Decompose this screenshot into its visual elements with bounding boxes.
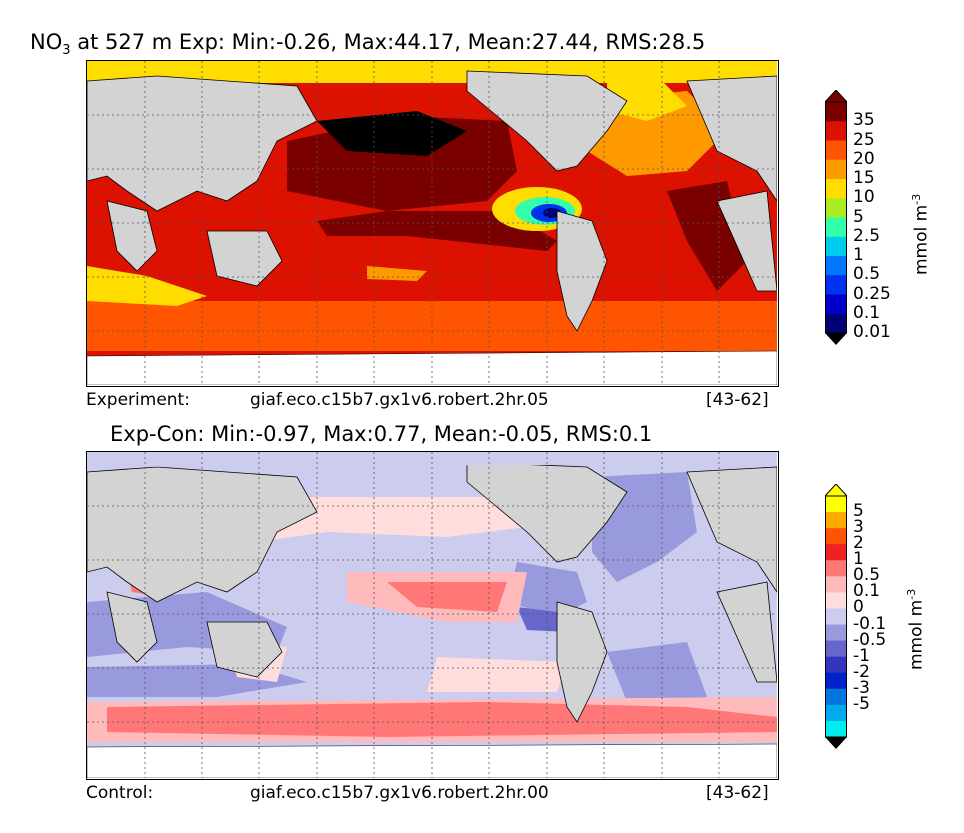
difference-map [86,451,779,780]
colorbar-segment [825,256,847,276]
colorbar-tick-label: 0.1 [853,581,881,602]
colorbar-segment [825,217,847,238]
experiment-case-name: giaf.eco.c15b7.gx1v6.robert.2hr.05 [250,390,549,410]
colorbar-tick-label: 1 [853,549,864,570]
colorbar-tick-label: 0 [853,597,864,618]
colorbar-segment [825,179,847,199]
colorbar-segment [825,560,847,577]
colorbar-tick-label: 20 [853,148,875,169]
colorbar-tick-label: 0.25 [853,283,891,304]
colorbar-tick-label: 2 [853,533,864,554]
top-chart-title: NO3 at 527 m Exp: Min:-0.26, Max:44.17, … [30,30,706,59]
colorbar-tick-label: 1 [853,245,864,265]
bottom-chart-title: Exp-Con: Min:-0.97, Max:0.77, Mean:-0.05… [110,422,653,446]
colorbar-segment [825,294,847,315]
colorbar-segment [825,544,847,561]
colorbar-tick-label: 0.5 [853,264,881,285]
colorbar-max-arrow [823,89,849,103]
colorbar-max-arrow [823,483,849,497]
colorbar-segment [825,275,847,295]
difference-colorbar-unit: mmol m-3 [905,588,927,670]
colorbar-segment [825,640,847,658]
experiment-footer-label: Experiment: [86,390,190,410]
colorbar-tick-label: -5 [853,693,870,714]
colorbar-tick-label: -3 [853,677,870,698]
colorbar-segment [825,656,847,674]
colorbar-segment [825,720,847,738]
colorbar-tick-label: -0.1 [853,613,887,634]
colorbar-tick-label: 25 [853,129,875,150]
colorbar-tick-label: 5 [853,501,864,522]
colorbar-segment [825,313,847,334]
colorbar-segment [825,512,847,529]
colorbar-tick-label: 10 [853,187,875,208]
colorbar-tick-label: 2.5 [853,225,881,246]
colorbar-segment [825,198,847,218]
colorbar-segment [825,528,847,545]
colorbar-segment [825,624,847,642]
colorbar-tick-label: 0.5 [853,565,881,586]
colorbar-segment [825,688,847,706]
colorbar-segment [825,496,847,513]
colorbar-segment [825,159,847,180]
colorbar-tick-label: 35 [853,110,875,131]
control-years: [43-62] [706,783,769,803]
colorbar-min-arrow [825,737,847,749]
colorbar-segment [825,121,847,141]
colorbar-segment [825,236,847,257]
control-footer-label: Control: [86,783,154,803]
colorbar-segment [825,608,847,626]
colorbar-tick-label: 0.1 [853,302,881,323]
experiment-years: [43-62] [706,390,769,410]
colorbar-tick-label: 0.01 [853,322,891,342]
colorbar-segment [825,102,847,122]
colorbar-min-arrow [825,333,847,345]
colorbar-frame [825,495,847,738]
colorbar-segment [825,672,847,690]
colorbar-tick-label: -1 [853,645,870,666]
colorbar-segment [825,592,847,609]
colorbar-svg [823,483,849,749]
difference-colorbar [823,483,849,749]
colorbar-segment [825,576,847,593]
control-case-name: giaf.eco.c15b7.gx1v6.robert.2hr.00 [250,783,549,803]
experiment-colorbar [823,89,849,345]
colorbar-tick-label: -2 [853,661,870,682]
colorbar-svg [823,89,849,345]
colorbar-tick-label: 15 [853,168,875,188]
colorbar-segment [825,704,847,722]
colorbar-frame [825,101,847,334]
colorbar-tick-label: 5 [853,206,864,227]
colorbar-tick-label: 3 [853,517,864,538]
experiment-colorbar-unit: mmol m-3 [910,193,932,275]
colorbar-segment [825,140,847,161]
experiment-map [86,60,779,387]
colorbar-tick-label: -0.5 [853,629,887,650]
